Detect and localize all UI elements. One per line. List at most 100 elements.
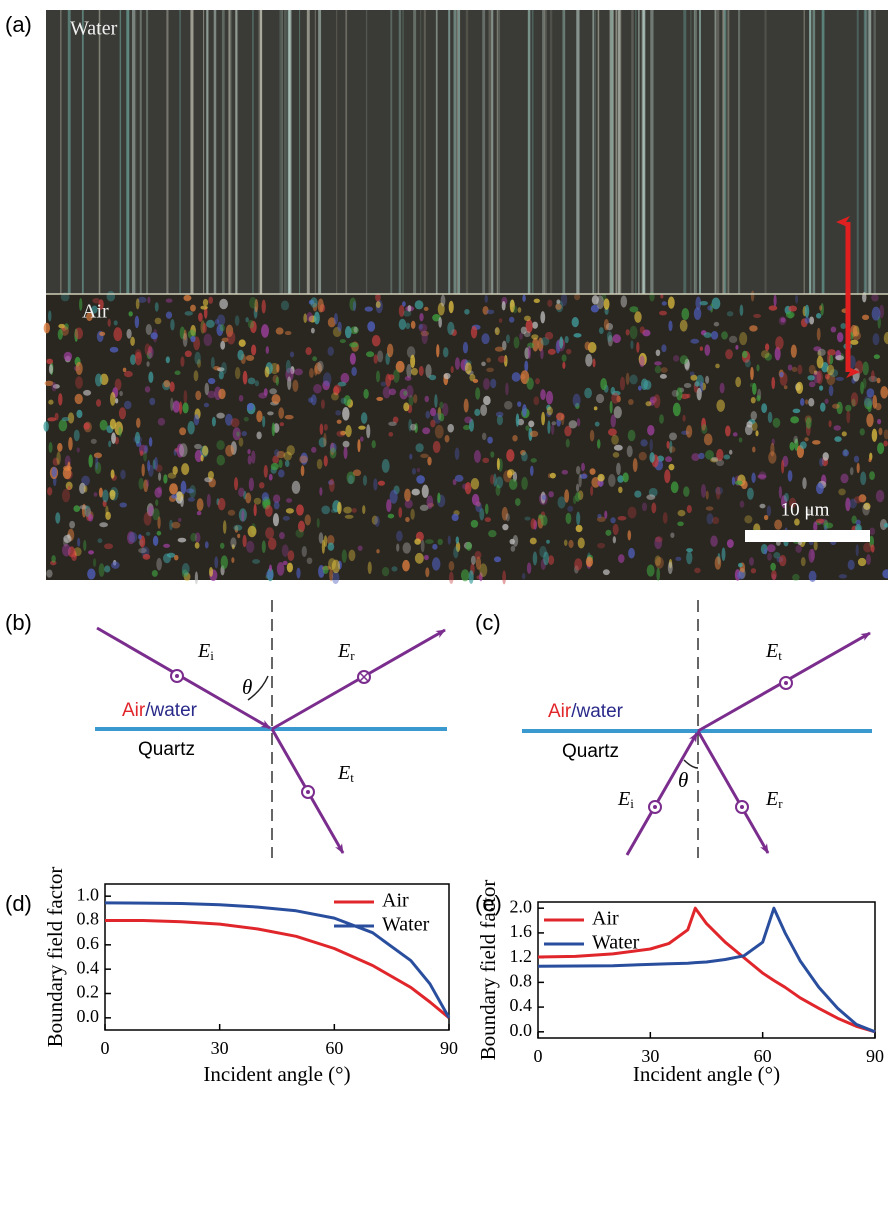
speckle bbox=[705, 450, 714, 460]
speckle bbox=[444, 434, 450, 443]
speckle bbox=[267, 537, 277, 550]
speckle bbox=[297, 520, 305, 533]
speckle bbox=[264, 366, 270, 378]
speckle bbox=[118, 426, 122, 437]
speckle bbox=[783, 385, 788, 390]
speckle bbox=[190, 335, 196, 343]
speckle bbox=[584, 341, 591, 351]
streak bbox=[287, 10, 289, 294]
speckle bbox=[237, 349, 244, 361]
speckle bbox=[282, 560, 288, 566]
speckle bbox=[645, 401, 652, 407]
speckle bbox=[425, 539, 434, 544]
speckle bbox=[181, 563, 190, 576]
speckle bbox=[715, 363, 720, 369]
speckle bbox=[726, 311, 734, 317]
y-tick-label: 1.2 bbox=[510, 946, 533, 966]
speckle bbox=[481, 333, 490, 345]
speckle bbox=[83, 422, 90, 430]
speckle bbox=[352, 300, 357, 312]
speckle bbox=[414, 552, 424, 564]
speckle bbox=[411, 468, 416, 475]
speckle bbox=[436, 344, 440, 358]
speckle bbox=[872, 333, 880, 346]
speckle bbox=[304, 514, 311, 526]
speckle bbox=[772, 417, 781, 428]
streak bbox=[867, 10, 869, 294]
speckle bbox=[51, 466, 57, 478]
speckle bbox=[576, 417, 581, 427]
speckle bbox=[134, 351, 143, 366]
speckle bbox=[495, 484, 501, 496]
scale-bar bbox=[745, 530, 870, 542]
speckle bbox=[363, 388, 369, 399]
speckle bbox=[418, 323, 423, 330]
y-tick-label: 0.4 bbox=[77, 957, 100, 977]
speckle bbox=[388, 431, 394, 437]
speckle bbox=[261, 540, 266, 554]
speckle bbox=[88, 454, 93, 468]
speckle bbox=[344, 514, 354, 519]
speckle bbox=[300, 452, 308, 465]
speckle bbox=[263, 464, 268, 478]
speckle bbox=[375, 293, 381, 302]
speckle bbox=[437, 538, 443, 546]
speckle bbox=[295, 529, 304, 538]
speckle bbox=[272, 455, 279, 464]
speckle bbox=[600, 377, 608, 391]
speckle bbox=[314, 362, 323, 375]
speckle bbox=[493, 556, 502, 563]
speckle bbox=[470, 555, 476, 565]
speckle bbox=[374, 515, 380, 527]
speckle bbox=[196, 498, 204, 511]
speckle bbox=[232, 427, 241, 441]
speckle bbox=[862, 377, 867, 389]
speckle bbox=[448, 300, 454, 314]
speckle bbox=[568, 420, 578, 429]
streak bbox=[166, 10, 169, 294]
speckle bbox=[54, 412, 59, 421]
speckle bbox=[618, 554, 625, 563]
speckle bbox=[258, 482, 265, 489]
speckle bbox=[883, 429, 888, 440]
speckle bbox=[744, 424, 753, 436]
speckle bbox=[256, 410, 263, 423]
speckle bbox=[396, 530, 403, 542]
speckle bbox=[863, 502, 871, 510]
streak bbox=[803, 10, 805, 294]
y-axis-label: Boundary field factor bbox=[43, 867, 67, 1048]
speckle bbox=[410, 354, 416, 369]
speckle bbox=[690, 338, 700, 344]
speckle bbox=[824, 373, 830, 380]
speckle bbox=[656, 567, 661, 581]
speckle bbox=[148, 505, 155, 517]
streak bbox=[390, 10, 393, 294]
speckle bbox=[265, 570, 274, 580]
speckle bbox=[147, 346, 154, 359]
speckle bbox=[376, 549, 380, 554]
speckle bbox=[64, 323, 69, 330]
angle-arc bbox=[247, 675, 269, 701]
streak bbox=[693, 10, 695, 294]
speckle bbox=[155, 464, 163, 472]
speckle bbox=[310, 327, 315, 334]
speckle bbox=[566, 348, 572, 355]
speckle bbox=[146, 361, 150, 367]
speckle bbox=[814, 370, 818, 375]
speckle bbox=[447, 423, 454, 433]
speckle bbox=[797, 364, 803, 375]
speckle bbox=[323, 455, 328, 467]
speckle bbox=[526, 377, 534, 390]
medium-label: Air/water bbox=[122, 700, 198, 721]
speckle bbox=[540, 336, 550, 346]
speckle bbox=[386, 343, 394, 358]
speckle bbox=[432, 543, 438, 550]
y-tick-label: 0.8 bbox=[510, 970, 533, 990]
speckle bbox=[238, 437, 244, 447]
speckle bbox=[336, 430, 346, 437]
speckle bbox=[815, 313, 822, 319]
panel-label: (b) bbox=[5, 610, 32, 635]
speckle bbox=[190, 532, 198, 542]
speckle bbox=[805, 508, 812, 515]
speckle bbox=[243, 416, 249, 422]
